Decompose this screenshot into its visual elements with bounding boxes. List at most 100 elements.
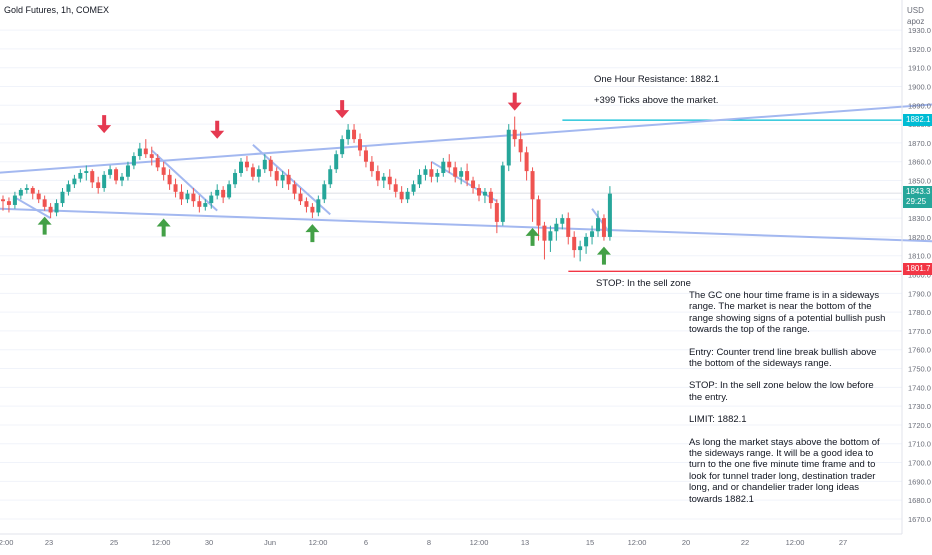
- buy-arrow-icon: [156, 218, 171, 237]
- candle-body: [304, 201, 309, 207]
- candle-body: [143, 148, 148, 155]
- candle-body: [96, 182, 101, 189]
- candle-body: [429, 169, 434, 177]
- y-tick-label: 1680.0: [908, 496, 931, 505]
- x-tick-label: 25: [110, 538, 118, 547]
- candle-body: [221, 189, 226, 198]
- x-tick-label: 13: [521, 538, 529, 547]
- candle-body: [530, 171, 535, 200]
- x-tick-label: 30: [205, 538, 213, 547]
- candle-body: [6, 201, 11, 205]
- resistance-price-tag: 1882.1: [903, 114, 932, 126]
- candle-body: [352, 129, 357, 140]
- candle-body: [518, 139, 523, 153]
- trend-line: [151, 149, 218, 212]
- analysis-paragraph: STOP: In the sell zone below the low bef…: [689, 380, 874, 403]
- candle-body: [500, 165, 505, 222]
- y-tick-label: 1890.0: [908, 101, 931, 110]
- candle-body: [375, 171, 380, 181]
- candle-body: [84, 171, 89, 173]
- candle-body: [548, 231, 553, 241]
- x-tick-label: 22: [741, 538, 749, 547]
- candle-body: [120, 176, 124, 181]
- buy-arrow-icon: [37, 216, 52, 235]
- signals: [37, 92, 611, 265]
- x-tick-label: 6: [364, 538, 368, 547]
- y-tick-label: 1860.0: [908, 158, 931, 167]
- y-tick-label: 1710.0: [908, 440, 931, 449]
- y-tick-label: 1820.0: [908, 233, 931, 242]
- candle-body: [191, 193, 196, 202]
- candle-body: [90, 171, 95, 183]
- resistance-note: One Hour Resistance: 1882.1: [594, 74, 720, 85]
- candle-body: [417, 174, 422, 185]
- candle-body: [256, 169, 261, 177]
- candle-body: [369, 161, 374, 172]
- y-tick-label: 1690.0: [908, 477, 931, 486]
- candle-body: [78, 172, 83, 179]
- candle-body: [536, 199, 541, 226]
- candle-body: [524, 152, 529, 172]
- y-tick-label: 1750.0: [908, 365, 931, 374]
- candle-body: [512, 129, 517, 140]
- candle-body: [102, 174, 107, 189]
- x-tick-label: 27: [839, 538, 847, 547]
- candle-body: [471, 180, 476, 189]
- y-tick-label: 1730.0: [908, 402, 931, 411]
- candle-body: [18, 189, 23, 196]
- candle-body: [334, 154, 339, 170]
- candle-body: [209, 195, 214, 204]
- candle-body: [298, 193, 303, 202]
- levels: [0, 119, 902, 272]
- trend-lines: [0, 103, 932, 243]
- candle-body: [554, 223, 559, 232]
- candle-body: [596, 218, 600, 232]
- candle-body: [274, 171, 279, 181]
- candle-body: [137, 148, 142, 157]
- candle-body: [435, 172, 440, 177]
- analysis-text: The GC one hour time frame is in a sidew…: [689, 290, 889, 516]
- trend-line: [0, 103, 932, 174]
- y-tick-label: 1920.0: [908, 45, 931, 54]
- buy-arrow-icon: [525, 227, 540, 246]
- candle-body: [441, 161, 446, 173]
- x-tick-label: 20: [682, 538, 690, 547]
- x-tick-label: 12:00: [0, 538, 13, 547]
- candle-body: [601, 218, 606, 237]
- currency-label[interactable]: USD apoz: [907, 5, 924, 27]
- y-tick-label: 1760.0: [908, 346, 931, 355]
- candle-body: [607, 193, 612, 237]
- candle-body: [131, 156, 136, 166]
- y-tick-label: 1670.0: [908, 515, 931, 524]
- analysis-paragraph: The GC one hour time frame is in a sidew…: [689, 290, 886, 336]
- analysis-paragraph: As long the market stays above the botto…: [689, 436, 880, 505]
- candle-body: [560, 218, 565, 224]
- candle-body: [453, 167, 458, 177]
- candle-body: [42, 199, 47, 207]
- candle-body: [488, 191, 493, 204]
- x-tick-label: 12:00: [470, 538, 489, 547]
- y-tick-label: 1740.0: [908, 383, 931, 392]
- y-tick-label: 1910.0: [908, 64, 931, 73]
- candle-body: [411, 184, 416, 192]
- stop-note: STOP: In the sell zone: [596, 278, 691, 289]
- candle-body: [167, 174, 172, 185]
- trend-line: [591, 208, 611, 234]
- candle-body: [66, 184, 71, 192]
- chart-title: Gold Futures, 1h, COMEX: [4, 5, 110, 15]
- candle-body: [292, 184, 297, 194]
- candle-body: [477, 188, 481, 196]
- candle-body: [108, 169, 113, 175]
- y-tick-label: 1720.0: [908, 421, 931, 430]
- candle-body: [161, 167, 166, 175]
- x-tick-label: 15: [586, 538, 594, 547]
- ticks-note: +399 Ticks above the market.: [594, 95, 719, 106]
- y-axis[interactable]: 1670.0 1680.0 1690.0 1700.0 1710.0 1720.0 1730…: [908, 26, 931, 524]
- sell-arrow-icon: [507, 92, 522, 111]
- currency-code: USD: [907, 6, 924, 15]
- x-axis[interactable]: 12:00 23 25 12:00 30 Jun 12:00 6 8 12:00 13 15 12:00…: [0, 538, 847, 547]
- sell-arrow-icon: [335, 100, 350, 119]
- candle-body: [233, 172, 238, 185]
- candle-body: [572, 236, 577, 251]
